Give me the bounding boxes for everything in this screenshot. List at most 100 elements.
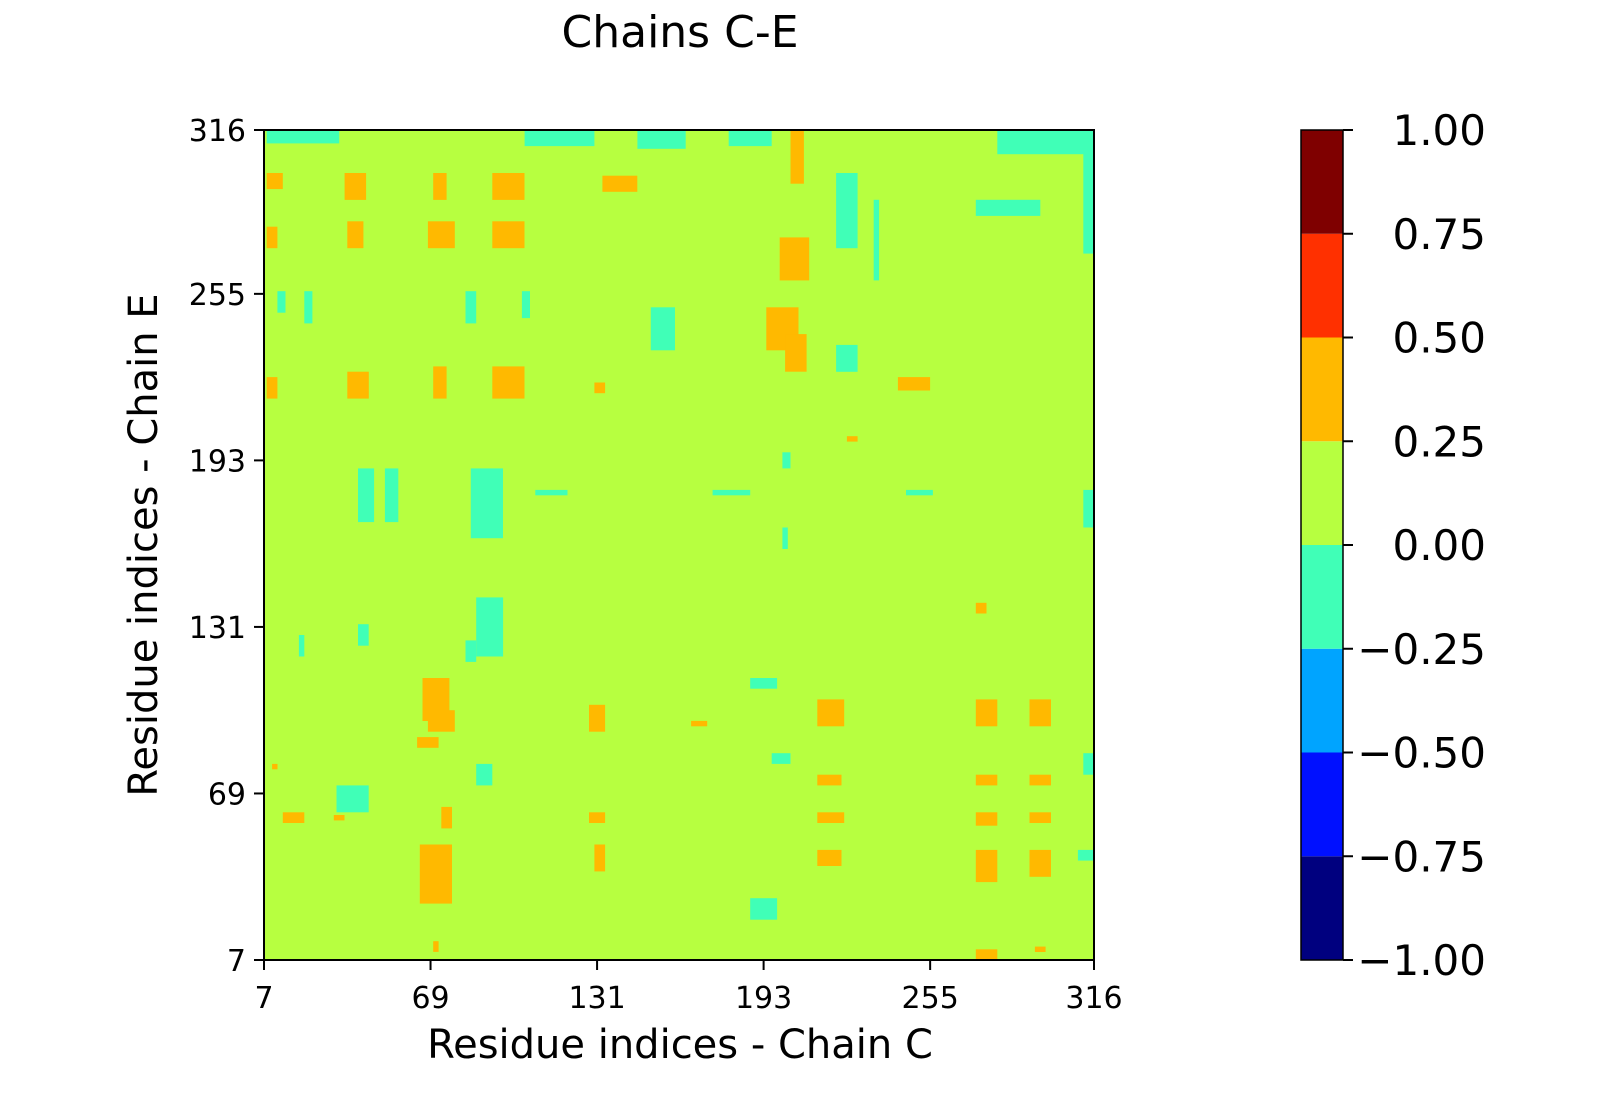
heatmap-cell	[470, 468, 503, 539]
x-tick-label: 255	[902, 981, 959, 1016]
x-tick-label: 131	[568, 981, 625, 1016]
heatmap-cell	[1083, 753, 1094, 775]
heatmap-cell	[1029, 774, 1051, 786]
colorbar-segment	[1301, 233, 1343, 338]
colorbar-segment	[1301, 752, 1343, 857]
heatmap-cell	[790, 130, 804, 184]
heatmap-cell	[1083, 489, 1094, 528]
colorbar-segment	[1301, 441, 1343, 545]
heatmap-cell	[266, 377, 278, 399]
heatmap-cell	[589, 812, 606, 823]
heatmap-cell	[266, 130, 340, 144]
heatmap-cell	[650, 307, 675, 351]
plot-frame	[263, 129, 1095, 961]
heatmap-cell	[347, 221, 364, 249]
heatmap-cell	[1034, 946, 1046, 952]
heatmap-cell	[433, 366, 447, 399]
heatmap-cell	[975, 774, 998, 786]
heatmap-cell	[1029, 812, 1051, 823]
heatmap-cell	[750, 678, 778, 689]
heatmap-cell	[266, 173, 283, 190]
heatmap-cell	[492, 221, 525, 249]
colorbar-tick-label: −0.75	[1357, 832, 1486, 881]
colorbar-segment	[1301, 130, 1343, 234]
x-tick-label: 7	[254, 981, 273, 1016]
heatmap-cell	[465, 640, 477, 662]
heatmap-cell	[836, 344, 858, 372]
heatmap-cell	[344, 173, 367, 200]
heatmap-cell	[358, 624, 369, 646]
colorbar-tick-label: −1.00	[1357, 936, 1486, 985]
heatmap-cell	[873, 199, 880, 281]
heatmap-cell	[272, 763, 278, 770]
heatmap-cell	[906, 489, 933, 496]
x-axis-label: Residue indices - Chain C	[427, 1022, 933, 1068]
colorbar-tick-label: −0.25	[1357, 625, 1486, 674]
heatmap-cell	[997, 130, 1094, 155]
heatmap-cell	[441, 806, 452, 829]
colorbar-segment	[1301, 545, 1343, 649]
x-tick-label: 193	[735, 981, 792, 1016]
heatmap-cell	[419, 844, 452, 904]
y-tick-label: 255	[189, 278, 246, 313]
heatmap-cell	[1077, 849, 1094, 861]
x-tick-label: 316	[1065, 981, 1122, 1016]
heatmap-cell	[427, 710, 455, 732]
colorbar-tick-label: 0.75	[1392, 210, 1486, 259]
heatmap-cell	[298, 635, 305, 657]
heatmap-cell	[817, 849, 842, 866]
colorbar-segment	[1301, 337, 1343, 442]
heatmap-cell	[975, 699, 998, 727]
heatmap-cell	[358, 468, 375, 523]
y-axis-label: Residue indices - Chain E	[121, 293, 167, 796]
heatmap-cell	[336, 785, 369, 813]
heatmap-cell	[602, 175, 638, 192]
heatmap-cell	[433, 941, 439, 952]
heatmap-cell	[476, 763, 493, 786]
heatmap-cell	[492, 366, 525, 399]
heatmap-cell	[384, 468, 399, 523]
heatmap-cell	[417, 737, 439, 748]
colorbar-segment	[1301, 856, 1343, 960]
heatmap-cell	[836, 173, 858, 249]
colorbar	[1300, 129, 1344, 961]
heatmap-cell	[782, 452, 791, 469]
heatmap-cell	[347, 371, 369, 399]
heatmap-cell	[524, 130, 595, 147]
heatmap-cell	[282, 812, 305, 823]
heatmap-cell	[1083, 130, 1094, 254]
heatmap-cell	[266, 226, 278, 249]
heatmap-cell	[492, 173, 525, 200]
heatmap-cell	[782, 527, 788, 549]
colorbar-tick-label: 0.25	[1392, 417, 1486, 466]
heatmap-cell	[897, 377, 931, 391]
heatmap-cell	[691, 720, 708, 727]
colorbar-segment	[1301, 648, 1343, 753]
heatmap-cell	[1029, 699, 1051, 727]
heatmap-cell	[476, 597, 504, 657]
y-tick-label: 69	[208, 777, 246, 812]
heatmap-cell	[779, 237, 810, 281]
colorbar-tick-label: 0.00	[1392, 521, 1486, 570]
heatmap-cell	[333, 815, 345, 821]
heatmap-cell	[427, 221, 455, 249]
x-axis-ticks: 7 69 131 193 255 316	[254, 960, 1123, 1016]
heatmap-cell	[589, 704, 606, 732]
heatmap-background	[264, 130, 1094, 960]
heatmap-cell	[637, 130, 686, 149]
heatmap-cell	[521, 291, 530, 319]
heatmap-cell	[594, 844, 606, 872]
colorbar-ticks: 1.00 0.75 0.50 0.25 0.00 −0.25 −0.50 −0.75 −1.00	[1343, 106, 1486, 985]
plot-area	[263, 129, 1095, 961]
y-tick-label: 193	[189, 444, 246, 479]
heatmap-cell	[712, 489, 751, 496]
heatmap-cell	[304, 291, 313, 324]
heatmap-cell	[1029, 849, 1051, 877]
heatmap-cell	[535, 489, 568, 496]
heatmap-cell	[433, 173, 447, 200]
y-tick-label: 131	[189, 611, 246, 646]
y-tick-label: 7	[227, 944, 246, 979]
heatmap-cell	[846, 436, 858, 442]
heatmap-cells	[266, 130, 1094, 960]
